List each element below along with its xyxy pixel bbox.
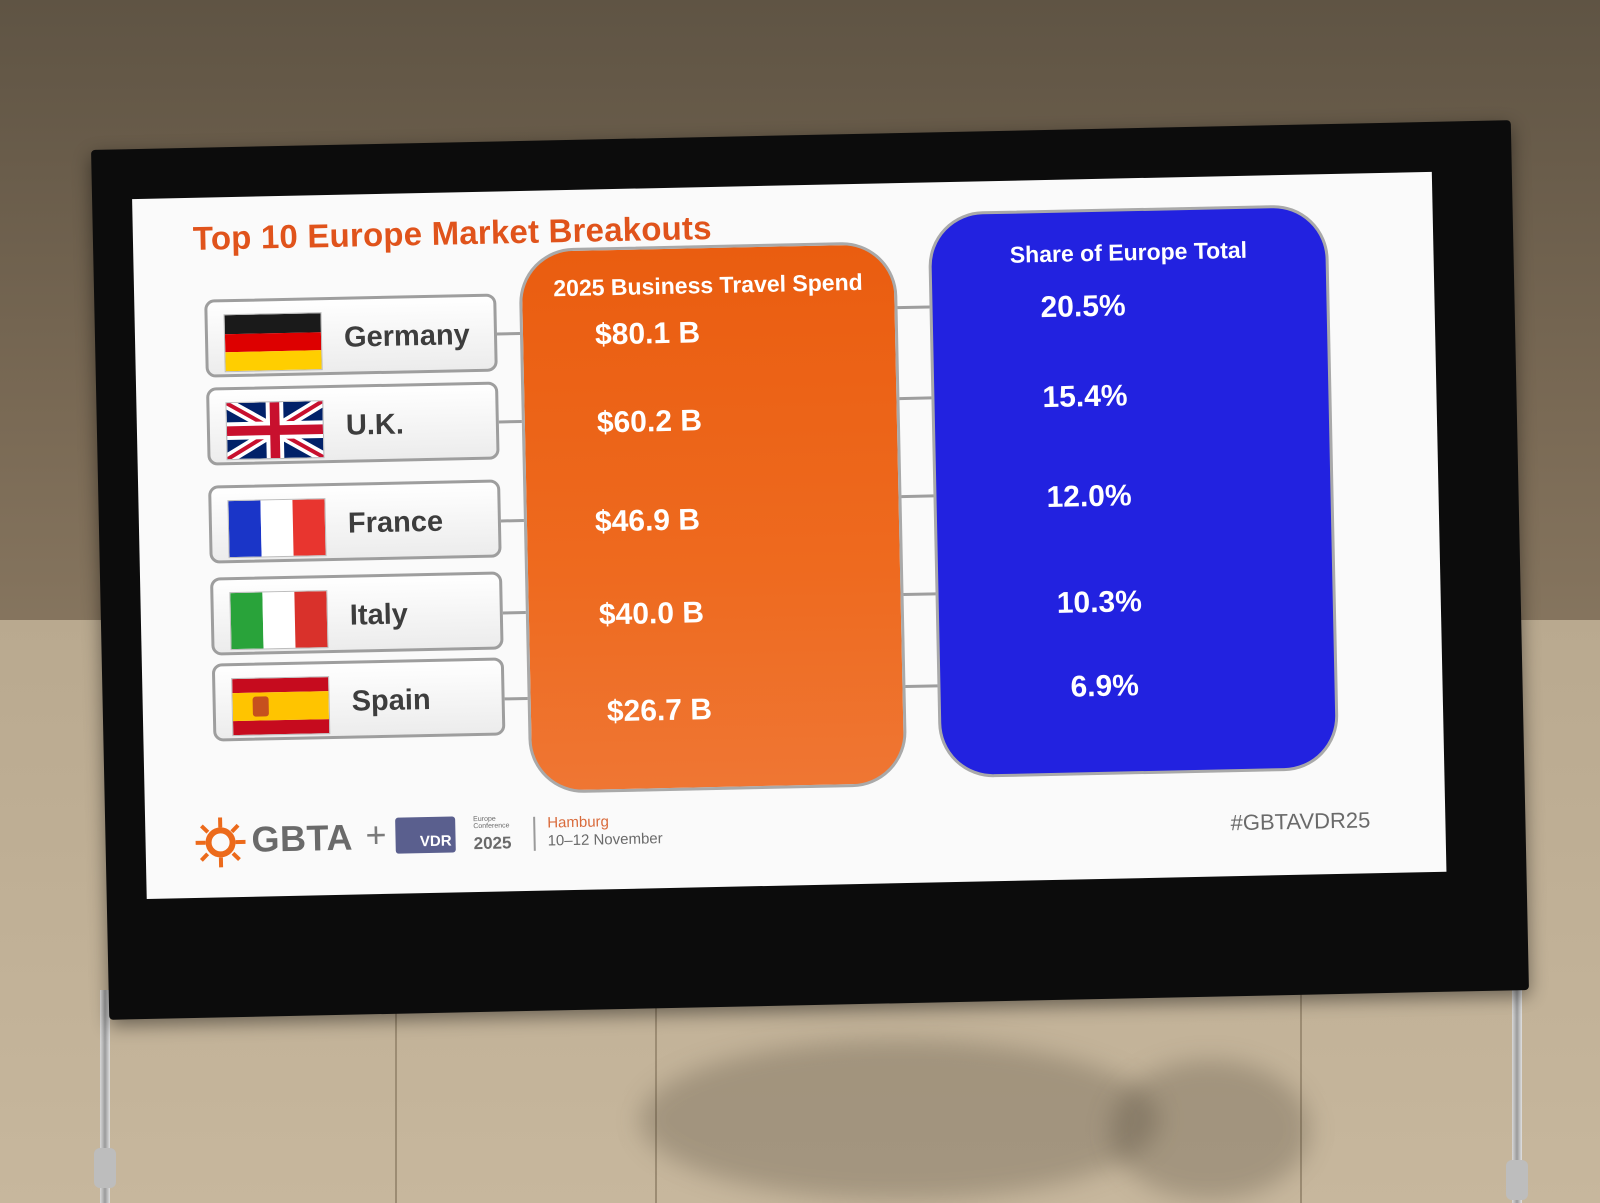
spend-column: 2025 Business Travel Spend $80.1 B $60.2… [518, 241, 908, 794]
slide-footer: GBTA + VDR Europe Conference 2025 Hambur… [145, 784, 1446, 891]
share-value: 20.5% [1040, 289, 1126, 325]
row-connector [899, 396, 932, 401]
share-value: 10.3% [1056, 585, 1143, 620]
row-connector [897, 305, 930, 310]
country-name: U.K. [345, 408, 405, 442]
gbta-logo-icon [195, 817, 246, 868]
spend-column-header: 2025 Business Travel Spend [553, 268, 863, 302]
country-name: Germany [343, 319, 471, 354]
row-connector [500, 518, 524, 523]
row-connector [502, 610, 526, 615]
vdr-logo-text: VDR [419, 832, 452, 851]
row-connector [498, 420, 522, 424]
conference-dates: 10–12 November [547, 830, 663, 850]
uk-flag [225, 400, 325, 461]
country-row-germany: Germany [204, 293, 498, 378]
gbta-logo-text: GBTA [251, 816, 354, 860]
country-row-uk: U.K. [206, 381, 500, 466]
spend-value: $46.9 B [594, 503, 701, 539]
plus-sign: + [365, 813, 387, 856]
spain-coat-of-arms [252, 696, 269, 717]
share-value: 15.4% [1042, 379, 1128, 415]
country-row-italy: Italy [210, 571, 504, 656]
spend-value: $40.0 B [598, 596, 705, 632]
conference-year: 2025 [473, 833, 512, 854]
screen-stand-foot-right [1506, 1160, 1528, 1200]
share-column: Share of Europe Total 20.5% 15.4% 12.0% … [927, 204, 1340, 779]
share-value: 6.9% [1070, 669, 1140, 704]
country-name: Italy [349, 598, 409, 632]
country-name: Spain [351, 683, 431, 718]
share-column-header: Share of Europe Total [1009, 236, 1248, 268]
conference-small-label: Europe Conference [473, 815, 510, 831]
spend-value: $80.1 B [594, 316, 701, 352]
row-connector [905, 684, 938, 689]
event-hashtag: #GBTAVDR25 [1230, 807, 1371, 836]
floor-shadow [640, 1040, 1160, 1200]
country-row-france: France [208, 479, 502, 564]
germany-flag [223, 312, 323, 373]
row-connector [496, 332, 521, 336]
screen-stand-leg-right [1512, 990, 1522, 1203]
country-name: France [347, 505, 444, 540]
spend-value: $26.7 B [606, 693, 713, 729]
row-connector [901, 494, 934, 499]
row-connector [504, 696, 528, 701]
screen-stand-leg-left [100, 990, 110, 1203]
projection-screen-frame: Top 10 Europe Market Breakouts 2025 Busi… [91, 120, 1529, 1020]
screen-stand-foot-left [94, 1148, 116, 1188]
floor-shadow [1110, 1060, 1310, 1200]
italy-flag [229, 590, 329, 651]
conference-city: Hamburg [547, 813, 610, 832]
row-connector [903, 592, 936, 597]
share-value: 12.0% [1046, 479, 1132, 515]
spain-flag [231, 676, 331, 737]
france-flag [227, 498, 327, 559]
vdr-logo: VDR [395, 816, 456, 854]
footer-divider [533, 816, 536, 851]
country-row-spain: Spain [211, 657, 506, 742]
spend-value: $60.2 B [596, 404, 703, 440]
presentation-slide: Top 10 Europe Market Breakouts 2025 Busi… [132, 171, 1447, 899]
